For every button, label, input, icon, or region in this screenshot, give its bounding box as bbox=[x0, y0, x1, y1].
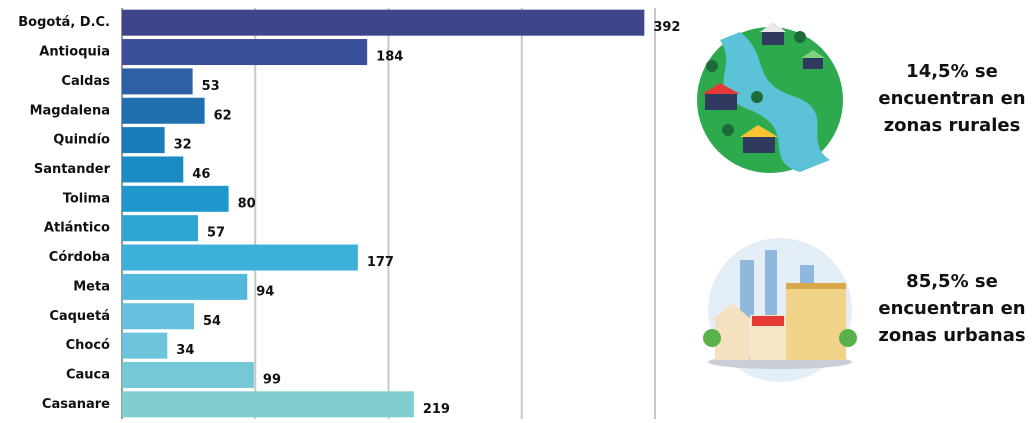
note-text: encuentran en bbox=[878, 88, 1025, 109]
category-label: Atlántico bbox=[44, 221, 110, 236]
bar bbox=[122, 185, 229, 212]
value-label: 32 bbox=[174, 138, 192, 153]
value-label: 34 bbox=[176, 343, 194, 358]
urban-illustration bbox=[703, 238, 857, 382]
value-label: 80 bbox=[238, 196, 256, 211]
note-text: 85,5% se bbox=[906, 271, 998, 292]
value-label: 94 bbox=[256, 284, 274, 299]
bar bbox=[122, 215, 198, 242]
bar bbox=[122, 127, 165, 154]
value-label: 99 bbox=[263, 372, 281, 387]
bar bbox=[122, 156, 184, 183]
value-label: 184 bbox=[376, 50, 403, 65]
category-label: Chocó bbox=[66, 338, 110, 353]
category-label: Córdoba bbox=[49, 250, 110, 265]
note-text: zonas urbanas bbox=[878, 325, 1025, 346]
category-label: Cauca bbox=[66, 367, 110, 382]
category-label: Santander bbox=[34, 162, 111, 177]
category-label: Meta bbox=[73, 279, 110, 294]
category-label: Magdalena bbox=[30, 103, 110, 118]
category-label: Quindío bbox=[53, 133, 110, 148]
category-label: Tolima bbox=[63, 191, 110, 206]
bar bbox=[122, 39, 368, 66]
bar bbox=[122, 68, 193, 95]
bar bbox=[122, 332, 168, 359]
bar bbox=[122, 361, 254, 388]
note-text: zonas rurales bbox=[884, 115, 1021, 136]
value-label: 46 bbox=[192, 167, 210, 182]
value-label: 219 bbox=[423, 402, 450, 417]
value-label: 57 bbox=[207, 226, 225, 241]
bar bbox=[122, 97, 205, 124]
category-label: Caquetá bbox=[49, 309, 110, 324]
note-text: 14,5% se bbox=[906, 61, 998, 82]
bar bbox=[122, 244, 358, 271]
value-label: 177 bbox=[367, 255, 394, 270]
bar bbox=[122, 391, 414, 418]
bar bbox=[122, 273, 248, 300]
category-label: Caldas bbox=[61, 74, 110, 89]
bar bbox=[122, 303, 194, 330]
value-label: 54 bbox=[203, 314, 221, 329]
value-label: 392 bbox=[653, 20, 680, 35]
value-label: 62 bbox=[214, 108, 232, 123]
value-label: 53 bbox=[202, 79, 220, 94]
category-label: Casanare bbox=[42, 397, 110, 412]
category-label: Antioquia bbox=[39, 45, 110, 60]
bar bbox=[122, 9, 645, 36]
note-text: encuentran en bbox=[878, 298, 1025, 319]
rural-illustration bbox=[697, 22, 843, 173]
category-label: Bogotá, D.C. bbox=[18, 15, 110, 30]
